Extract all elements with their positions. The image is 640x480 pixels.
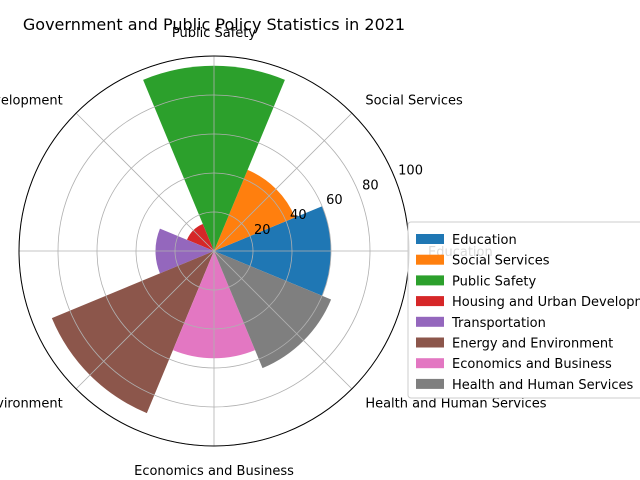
legend-box (407, 221, 640, 399)
radial-tick-label: 20 (254, 223, 271, 238)
legend-swatch (416, 254, 444, 265)
category-label: Public Safety (172, 26, 256, 41)
chart-title: Government and Public Policy Statistics … (23, 15, 405, 34)
grid-spoke (75, 250, 215, 390)
legend-swatch (416, 337, 444, 348)
category-label: Social Services (365, 94, 463, 109)
legend-label: Economics and Business (452, 357, 612, 372)
category-label: Energy and Environment (0, 396, 63, 411)
category-label: Economics and Business (134, 464, 294, 479)
radial-tick-label: 40 (290, 208, 307, 223)
legend-swatch (416, 234, 444, 244)
legend-label: Housing and Urban Development (452, 295, 640, 310)
legend-label: Health and Human Services (452, 378, 633, 393)
radial-tick-labels: 20 40 60 80 100 (254, 163, 423, 238)
radial-tick-label: 80 (362, 178, 379, 193)
legend-swatch (416, 358, 444, 369)
legend-label: Social Services (452, 254, 550, 269)
legend-swatch (416, 316, 444, 327)
category-label: Housing and Urban Development (0, 94, 63, 109)
radial-tick-label: 100 (398, 163, 423, 178)
radial-tick-label: 60 (326, 193, 343, 208)
bar-group (51, 65, 332, 414)
grid-spoke (75, 112, 215, 252)
category-label: Health and Human Services (365, 396, 546, 411)
grid-group (18, 55, 410, 447)
legend-swatch (416, 296, 444, 307)
legend-swatch (416, 275, 444, 286)
legend-swatch (416, 378, 444, 389)
legend-label: Transportation (451, 316, 546, 331)
legend-label: Education (452, 233, 517, 248)
grid-spoke (213, 112, 353, 252)
legend: Education Social Services Public Safety Hou… (407, 221, 640, 399)
legend-label: Public Safety (452, 274, 536, 289)
grid-spoke (213, 250, 353, 390)
legend-label: Energy and Environment (452, 337, 613, 352)
